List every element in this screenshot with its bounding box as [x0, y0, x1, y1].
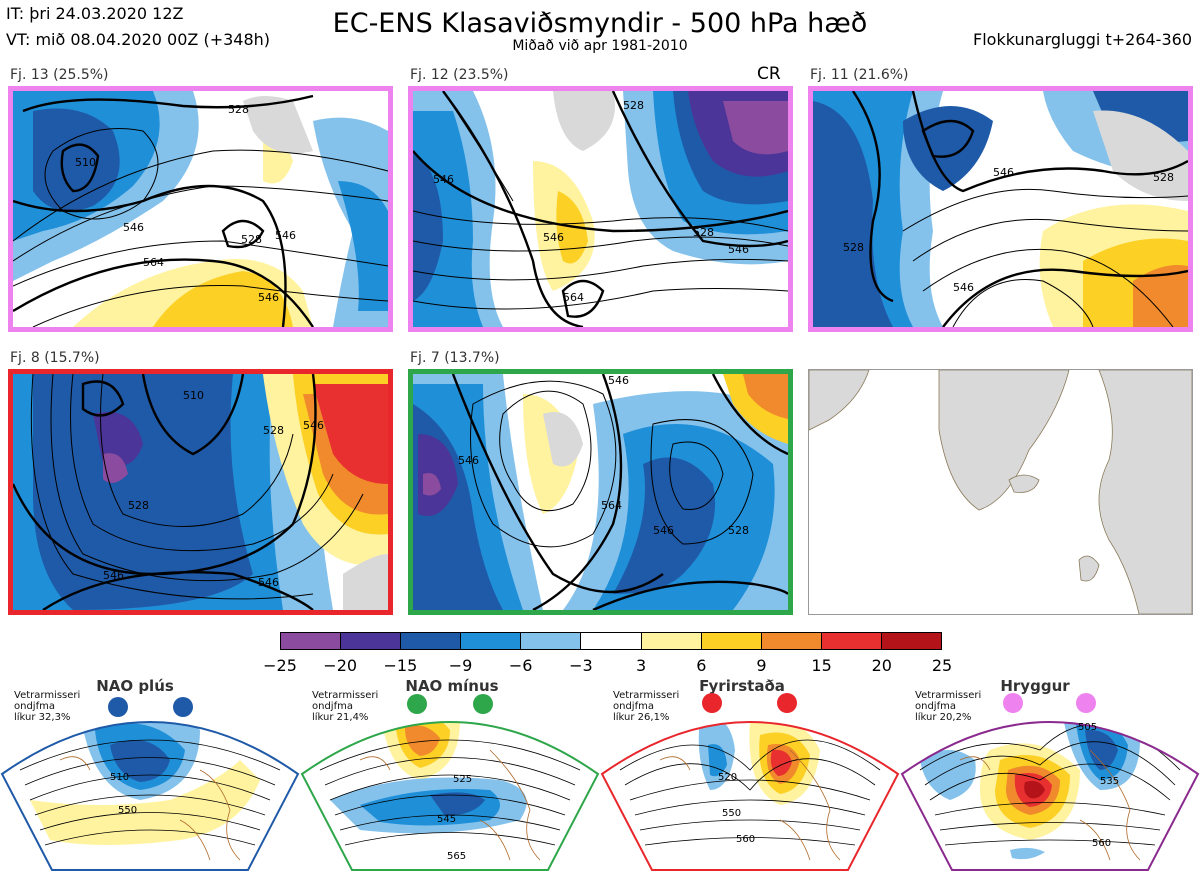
colorbar-tick: −3	[569, 656, 593, 675]
regime-note-ridge: Vetrarmisseri ondjfma líkur 20,2%	[915, 690, 982, 723]
cluster-map-7: 546 564 546 528 546	[408, 369, 793, 615]
contour-label: 546	[433, 173, 454, 186]
colorbar-tick: −25	[263, 656, 297, 675]
contour-label: 510	[183, 389, 204, 402]
contour-label: 546	[258, 576, 279, 589]
contour-label: 525	[453, 774, 472, 785]
contour-label: 528	[228, 103, 249, 116]
contour-label: 550	[722, 808, 741, 819]
contour-label: 546	[123, 221, 144, 234]
contour-label: 564	[563, 291, 584, 304]
colorbar-tick: −15	[383, 656, 418, 675]
colorbar-swatch	[641, 633, 702, 649]
contour-label: 528	[1153, 171, 1174, 184]
colorbar-tick: 9	[756, 656, 767, 675]
contour-label: 546	[458, 454, 479, 467]
empty-base-map	[808, 369, 1193, 615]
panel-label-7: Fj. 7 (13.7%)	[410, 350, 500, 366]
contour-label: 546	[728, 243, 749, 256]
colorbar-tick: −20	[323, 656, 358, 675]
regime-map-nao-minus: 525 545 565	[300, 694, 600, 871]
contour-label: 545	[437, 814, 456, 825]
colorbar-swatch	[401, 633, 462, 649]
regime-map-nao-plus: 510 550	[0, 697, 300, 871]
contour-label: 520	[718, 772, 737, 783]
contour-label: 546	[258, 291, 279, 304]
colorbar-swatch	[581, 633, 642, 649]
contour-label: 546	[653, 524, 674, 537]
panel-label-11: Fj. 11 (21.6%)	[810, 67, 909, 83]
classification-window: Flokkunargluggi t+264-360	[973, 30, 1192, 49]
panel-label-13: Fj. 13 (25.5%)	[10, 67, 109, 83]
contour-label: 505	[1078, 722, 1097, 733]
colorbar-swatch	[881, 633, 942, 649]
colorbar-swatch	[521, 633, 582, 649]
contour-label: 546	[275, 229, 296, 242]
regime-note-nao-minus: Vetrarmisseri ondjfma líkur 21,4%	[312, 690, 379, 723]
contour-label: 546	[608, 374, 629, 387]
contour-label: 564	[143, 256, 164, 269]
cluster-map-12: 546 528 546 528 546 564	[408, 86, 793, 332]
colorbar-tick: 6	[696, 656, 707, 675]
colorbar-tick: 15	[811, 656, 832, 675]
contour-label: 546	[303, 419, 324, 432]
page-subtitle: Miðað við apr 1981-2010	[512, 38, 688, 54]
contour-label: 546	[103, 569, 124, 582]
contour-label: 528	[693, 226, 714, 239]
contour-label: 546	[993, 166, 1014, 179]
valid-time: VT: mið 08.04.2020 00Z (+348h)	[6, 30, 271, 49]
contour-label: 560	[736, 834, 755, 845]
contour-label: 528	[843, 241, 864, 254]
contour-label: 528	[728, 524, 749, 537]
contour-label: 528	[263, 424, 284, 437]
colorbar-tick: 25	[931, 656, 953, 675]
colorbar-tick: −9	[448, 656, 473, 675]
contour-label: 546	[543, 231, 564, 244]
contour-label: 546	[953, 281, 974, 294]
page-title: EC-ENS Klasaviðsmyndir - 500 hPa hæð	[332, 8, 868, 39]
contour-label: 528	[241, 233, 262, 246]
contour-label: 564	[601, 499, 622, 512]
contour-label: 510	[75, 156, 96, 169]
colorbar-swatch	[821, 633, 882, 649]
colorbar-tick: 3	[636, 656, 647, 675]
colorbar-labels: −25 −20 −15 −9 −6 −3 3 6 9 15 20 25	[263, 656, 952, 676]
colorbar-swatch	[701, 633, 762, 649]
panel-label-12: Fj. 12 (23.5%)	[410, 67, 509, 83]
contour-label: 550	[118, 805, 137, 816]
contour-label: 560	[1092, 838, 1111, 849]
regime-title-blocking: Fyrirstaða	[699, 677, 785, 695]
regime-note-blocking: Vetrarmisseri ondjfma líkur 26,1%	[613, 690, 680, 723]
colorbar-swatch	[461, 633, 522, 649]
colorbar-swatch	[761, 633, 822, 649]
panel-tag-cr: CR	[757, 64, 781, 84]
cluster-map-8: 510 528 546 528 546 546	[8, 369, 393, 615]
contour-label: 528	[128, 499, 149, 512]
panel-label-8: Fj. 8 (15.7%)	[10, 350, 100, 366]
regime-title-ridge: Hryggur	[1000, 677, 1070, 695]
contour-label: 528	[623, 99, 644, 112]
colorbar-swatch	[341, 633, 402, 649]
colorbar-tick: −6	[508, 656, 533, 675]
colorbar-swatch	[281, 633, 342, 649]
regime-map-blocking: 520 550 560	[600, 693, 900, 871]
issue-time: IT: þri 24.03.2020 12Z	[6, 4, 184, 23]
colorbar	[280, 632, 942, 650]
contour-label: 565	[447, 851, 466, 862]
cluster-map-11: 528 546 528 546	[808, 86, 1193, 332]
regime-map-ridge: 505 535 560	[900, 693, 1200, 871]
colorbar-tick: 20	[871, 656, 892, 675]
regime-note-nao-plus: Vetrarmisseri ondjfma líkur 32,3%	[14, 690, 81, 723]
contour-label: 535	[1100, 776, 1119, 787]
cluster-map-13: 510 528 546 546 528 564 546	[8, 86, 393, 332]
regime-title-nao-minus: NAO mínus	[405, 677, 499, 695]
contour-label: 510	[110, 772, 129, 783]
regime-title-nao-plus: NAO plús	[96, 677, 174, 695]
